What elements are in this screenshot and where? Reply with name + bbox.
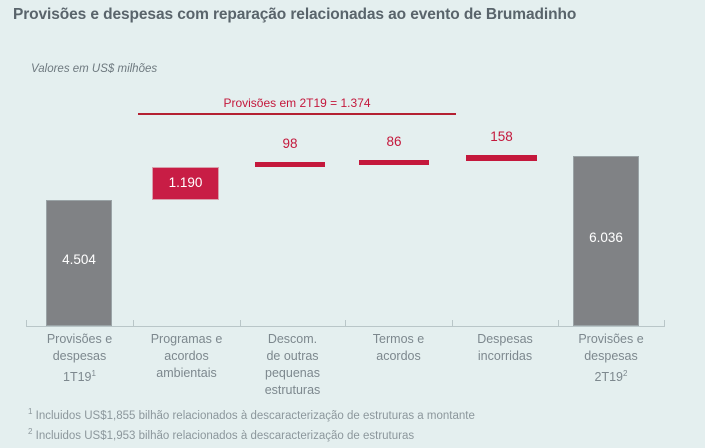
- category-label-termos-acordos: Termos e acordos: [345, 331, 452, 365]
- bar-value-label: 158: [490, 129, 513, 144]
- bar-despesas-incorridas[interactable]: 158: [466, 129, 537, 161]
- category-label-line: Provisões e: [578, 332, 644, 346]
- footnotes: 1 Incluidos US$1,855 bilhão relacionados…: [28, 404, 475, 444]
- category-label-provisoes-1t19: Provisões e despesas 1T191: [26, 331, 133, 386]
- category-label-line: acordos: [376, 349, 421, 363]
- page-title: Provisões e despesas com reparação relac…: [13, 6, 577, 23]
- footnote-marker: 2: [623, 369, 628, 378]
- category-label-line: ambientais: [156, 366, 217, 380]
- bar-fill-gray: [573, 156, 639, 326]
- category-label-line: Programas e: [150, 332, 223, 346]
- category-label-line: de outras: [266, 349, 319, 363]
- bar-provisoes-2t19[interactable]: 6.036: [573, 156, 639, 326]
- bar-termos-acordos[interactable]: 86: [359, 134, 429, 165]
- annotation-label: Provisões em 2T19 = 1.374: [223, 96, 371, 110]
- footnote-marker: 2: [28, 426, 33, 436]
- axis-tick: [664, 320, 665, 327]
- category-label-provisoes-2t19: Provisões e despesas 2T192: [558, 331, 664, 386]
- bar-fill-gray: [46, 200, 112, 326]
- axis-tick: [240, 320, 241, 327]
- category-label-line: estruturas: [264, 383, 321, 397]
- bar-value-label: 98: [282, 136, 298, 151]
- bar-fill-crimson: [255, 162, 325, 167]
- category-label-programas-ambientais: Programas e acordos ambientais: [133, 331, 240, 382]
- bar-fill-crimson: [152, 167, 219, 200]
- category-label-line: Provisões e: [46, 332, 113, 346]
- category-label-line: incorridas: [477, 349, 533, 363]
- bar-value-label: 86: [386, 134, 402, 149]
- bar-value-label: 6.036: [589, 230, 623, 245]
- bar-value-label: 1.190: [168, 175, 203, 190]
- bar-programas-acordos-ambientais[interactable]: 1.190: [152, 167, 219, 200]
- bar-descom-outras-estruturas[interactable]: 98: [255, 136, 325, 167]
- waterfall-chart: Provisões em 2T19 = 1.374 4.504 1.190 98…: [26, 95, 665, 399]
- footnote-text: Incluidos US$1,953 bilhão relacionados à…: [35, 429, 415, 442]
- annotation-rule: [138, 113, 456, 115]
- axis-tick: [26, 320, 27, 327]
- category-label-line: Termos e: [372, 332, 425, 346]
- axis-tick: [452, 320, 453, 327]
- annotation-provisions-total: Provisões em 2T19 = 1.374: [138, 95, 456, 115]
- bar-value-label: 4.504: [62, 252, 96, 267]
- footnote-1: 1 Incluidos US$1,855 bilhão relacionados…: [28, 404, 475, 424]
- category-label-line: Despesas: [477, 332, 533, 346]
- category-label-line: Descom.: [267, 332, 318, 346]
- category-label-line: 2T192: [594, 369, 628, 385]
- category-label-line: despesas: [584, 349, 638, 363]
- category-label-despesas-incorridas: Despesas incorridas: [452, 331, 558, 365]
- axis-tick: [133, 320, 134, 327]
- bar-fill-crimson: [466, 155, 537, 161]
- bar-fill-crimson: [359, 160, 429, 165]
- footnote-text: Incluidos US$1,855 bilhão relacionados à…: [35, 409, 475, 422]
- bar-provisoes-1t19[interactable]: 4.504: [46, 200, 112, 326]
- category-label-line: despesas: [52, 349, 107, 363]
- footnote-2: 2 Incluidos US$1,953 bilhão relacionados…: [28, 424, 475, 444]
- footnote-marker: 1: [28, 407, 33, 416]
- category-label-descom-estruturas: Descom. de outras pequenas estruturas: [240, 331, 345, 399]
- category-label-line: 1T191: [63, 369, 96, 385]
- footnote-marker: 1: [91, 369, 96, 378]
- axis-tick: [345, 320, 346, 327]
- category-label-line: pequenas: [265, 366, 320, 380]
- axis-tick: [558, 320, 559, 327]
- chart-subtitle: Valores em US$ milhões: [31, 63, 158, 75]
- category-label-line: acordos: [164, 349, 209, 363]
